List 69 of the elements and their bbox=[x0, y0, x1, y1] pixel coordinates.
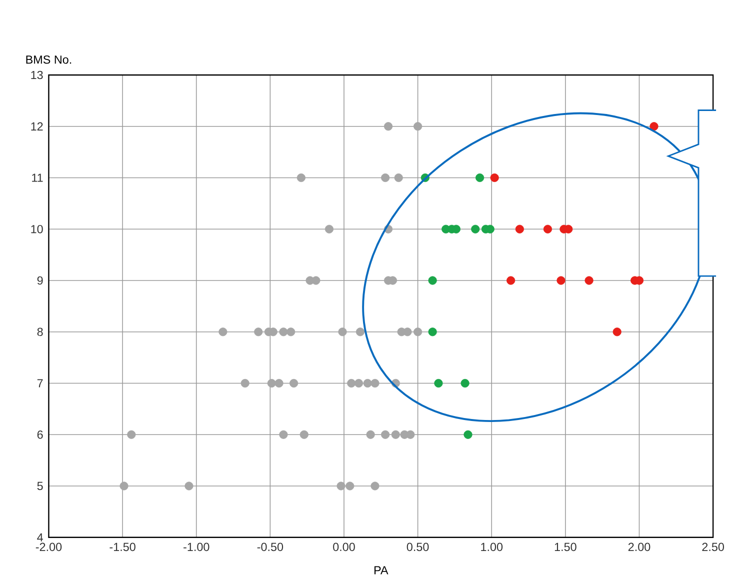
point bbox=[354, 379, 364, 388]
point bbox=[506, 276, 516, 286]
y-tick-label: 13 bbox=[31, 71, 43, 80]
point bbox=[464, 430, 472, 440]
point bbox=[370, 379, 380, 388]
point bbox=[460, 379, 470, 388]
point bbox=[428, 276, 437, 286]
point bbox=[267, 379, 276, 388]
y-axis-title: BMS No. bbox=[26, 56, 72, 64]
point bbox=[127, 430, 136, 440]
point bbox=[543, 225, 552, 234]
point bbox=[363, 379, 372, 388]
point bbox=[184, 482, 194, 491]
x-tick-label: -2.00 bbox=[36, 543, 62, 552]
point bbox=[296, 174, 306, 182]
point bbox=[556, 276, 566, 286]
y-tick-label: 5 bbox=[37, 482, 43, 490]
x-tick-label: 1.50 bbox=[554, 543, 576, 552]
point bbox=[290, 379, 298, 388]
point bbox=[347, 379, 356, 388]
point bbox=[356, 328, 365, 336]
x-tick-label: -1.50 bbox=[110, 543, 136, 552]
x-tick-label: 0.00 bbox=[333, 543, 355, 552]
point bbox=[338, 328, 347, 336]
x-tick-label: 1.00 bbox=[481, 543, 503, 552]
point bbox=[391, 430, 400, 440]
x-tick-label: 2.00 bbox=[628, 543, 650, 552]
point bbox=[381, 174, 390, 182]
point bbox=[286, 328, 296, 336]
point bbox=[434, 379, 443, 388]
point bbox=[324, 225, 334, 234]
point bbox=[650, 122, 658, 131]
x-tick-label: -0.50 bbox=[257, 543, 284, 552]
point bbox=[428, 328, 437, 336]
point bbox=[490, 174, 499, 182]
point bbox=[584, 276, 594, 286]
y-tick-label: 4 bbox=[37, 534, 43, 542]
x-tick-label: 0.50 bbox=[406, 543, 429, 552]
point bbox=[279, 328, 288, 336]
point bbox=[381, 430, 390, 440]
y-tick-label: 6 bbox=[37, 430, 43, 440]
point bbox=[370, 482, 380, 491]
x-tick-label: 2.50 bbox=[702, 543, 724, 552]
point bbox=[394, 174, 403, 182]
y-tick-label: 8 bbox=[37, 328, 43, 336]
y-tick-label: 7 bbox=[37, 379, 43, 388]
y-tick-label: 9 bbox=[37, 276, 43, 285]
point bbox=[414, 122, 422, 131]
y-tick-label: 10 bbox=[31, 225, 43, 234]
y-tick-label: 12 bbox=[31, 122, 43, 131]
point bbox=[471, 225, 480, 234]
point bbox=[384, 122, 393, 131]
point bbox=[254, 328, 263, 336]
point bbox=[279, 430, 288, 440]
point bbox=[240, 379, 250, 388]
point bbox=[612, 328, 622, 336]
y-tick-label: 11 bbox=[32, 174, 43, 182]
point bbox=[120, 482, 128, 491]
x-axis-title: PA bbox=[374, 566, 388, 574]
point bbox=[414, 328, 422, 336]
point bbox=[366, 430, 375, 440]
point bbox=[274, 379, 284, 388]
point bbox=[346, 482, 354, 491]
point bbox=[218, 328, 228, 336]
point bbox=[336, 482, 346, 491]
x-tick-label: -1.00 bbox=[184, 543, 210, 552]
point bbox=[515, 225, 524, 234]
point bbox=[476, 174, 484, 182]
point bbox=[300, 430, 308, 440]
